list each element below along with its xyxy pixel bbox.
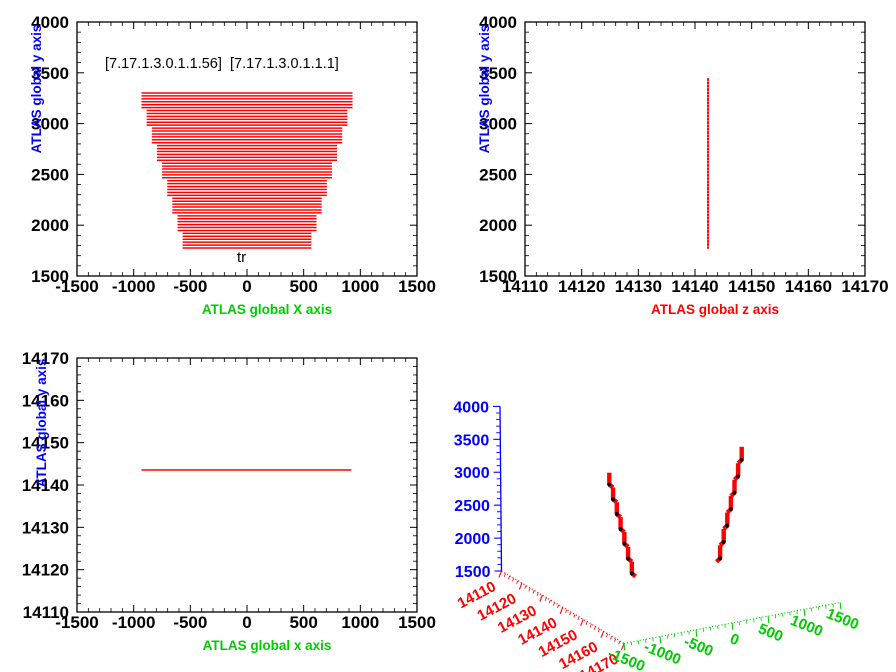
svg-text:-1000: -1000 [112,277,155,296]
svg-text:[7.17.1.3.0.1.1.1]: [7.17.1.3.0.1.1.1] [230,56,339,72]
svg-text:tr: tr [237,249,246,266]
svg-text:1500: 1500 [31,267,69,286]
svg-text:1000: 1000 [341,277,379,296]
svg-text:500: 500 [289,613,317,632]
svg-text:4000: 4000 [453,399,489,416]
svg-text:-500: -500 [681,633,715,660]
svg-text:14120: 14120 [558,277,605,296]
svg-text:14110: 14110 [23,603,69,622]
svg-text:ATLAS global x axis: ATLAS global x axis [203,638,332,653]
svg-text:14130: 14130 [22,518,69,537]
svg-text:1500: 1500 [824,605,861,633]
svg-text:ATLAS global X axis: ATLAS global X axis [202,302,332,317]
svg-text:0: 0 [242,613,251,632]
svg-text:-1000: -1000 [641,638,683,668]
svg-text:2500: 2500 [479,165,517,184]
svg-text:14130: 14130 [615,277,662,296]
svg-text:ATLAS global y axis: ATLAS global y axis [34,359,49,488]
svg-text:1500: 1500 [398,277,436,296]
svg-text:2000: 2000 [455,531,491,548]
svg-text:2000: 2000 [31,216,69,235]
svg-text:14160: 14160 [785,277,832,296]
svg-text:1000: 1000 [788,612,825,640]
svg-text:-500: -500 [173,277,207,296]
svg-text:14140: 14140 [671,277,718,296]
svg-text:14170: 14170 [841,277,888,296]
svg-text:2500: 2500 [454,498,490,515]
svg-text:2500: 2500 [31,165,69,184]
svg-text:14120: 14120 [22,561,69,580]
svg-text:1500: 1500 [455,564,491,581]
svg-text:0: 0 [242,277,251,296]
svg-text:500: 500 [756,620,786,645]
svg-text:-1000: -1000 [112,613,155,632]
svg-text:1000: 1000 [341,613,379,632]
svg-text:500: 500 [289,277,317,296]
svg-text:ATLAS global y axis: ATLAS global y axis [29,25,44,154]
svg-text:3500: 3500 [454,432,490,449]
svg-text:3000: 3000 [454,465,490,482]
svg-text:-500: -500 [173,613,207,632]
svg-text:0: 0 [727,630,741,649]
svg-text:ATLAS global y axis: ATLAS global y axis [477,25,492,154]
svg-text:1500: 1500 [479,267,517,286]
svg-text:[7.17.1.3.0.1.1.56]: [7.17.1.3.0.1.1.56] [105,56,222,72]
svg-text:2000: 2000 [479,216,517,235]
svg-text:14150: 14150 [728,277,775,296]
svg-text:1500: 1500 [398,613,436,632]
svg-text:ATLAS global z axis: ATLAS global z axis [651,302,779,317]
